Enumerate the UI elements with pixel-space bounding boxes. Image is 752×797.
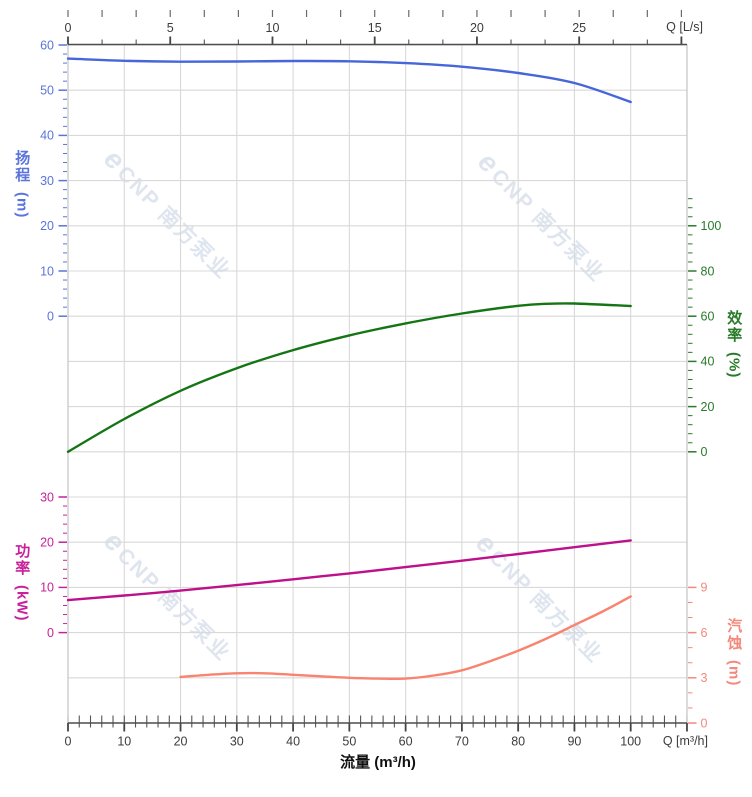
head-tick-label: 50 [40, 84, 54, 98]
power-tick-label: 0 [47, 626, 54, 640]
head-tick-label: 10 [40, 264, 54, 278]
head-tick-label: 40 [40, 129, 54, 143]
top-axis-tick-label: 5 [167, 21, 174, 35]
head-tick-label: 60 [40, 38, 54, 52]
efficiency-tick-label: 20 [701, 400, 715, 414]
efficiency-tick-label: 80 [701, 264, 715, 278]
power-curve [66, 539, 632, 602]
power-tick-label: 30 [40, 490, 54, 504]
bottom-axis-tick-label: 50 [342, 735, 356, 749]
top-axis-tick-label: 20 [470, 21, 484, 35]
head-tick-label: 20 [40, 219, 54, 233]
efficiency-tick-label: 0 [701, 445, 708, 459]
efficiency-curve [66, 302, 632, 453]
head-tick-label: 30 [40, 174, 54, 188]
bottom-axis-tick-label: 80 [511, 735, 525, 749]
head-tick-label: 0 [47, 310, 54, 324]
efficiency-axis-title-text: 效率 [725, 310, 743, 344]
power-tick-label: 20 [40, 536, 54, 550]
npsh-axis-unit: (m) [725, 660, 743, 687]
bottom-axis-tick-label: 10 [117, 735, 131, 749]
bottom-axis-tick-label: 100 [620, 735, 641, 749]
bottom-axis-tick-label: 70 [455, 735, 469, 749]
efficiency-axis-unit: (%) [725, 352, 743, 379]
top-axis-tick-label: 0 [65, 21, 72, 35]
head-axis-title: 扬程 (m) [13, 150, 30, 218]
npsh-tick-label: 0 [701, 716, 708, 730]
power-axis-title-text: 功率 [13, 543, 31, 577]
npsh-tick-label: 6 [701, 626, 708, 640]
bottom-axis-tick-label: 0 [65, 735, 72, 749]
npsh-curve [179, 595, 632, 681]
bottom-axis-tick-label: 40 [286, 735, 300, 749]
bottom-axis-tick-label: 30 [230, 735, 244, 749]
power-tick-label: 10 [40, 581, 54, 595]
efficiency-tick-label: 40 [701, 355, 715, 369]
efficiency-tick-label: 60 [701, 310, 715, 324]
npsh-tick-label: 9 [701, 581, 708, 595]
head-curve [66, 57, 632, 104]
top-axis-tick-label: 10 [266, 21, 280, 35]
top-axis-tick-label: 25 [572, 21, 586, 35]
efficiency-axis-title: 效率 (%) [725, 310, 742, 378]
top-axis-unit-label: Q [L/s] [666, 20, 703, 34]
bottom-axis-tick-label: 90 [567, 735, 581, 749]
bottom-axis-tick-label: 60 [399, 735, 413, 749]
power-axis-title: 功率 (kW) [13, 543, 30, 622]
head-axis-unit: (m) [13, 192, 31, 219]
efficiency-tick-label: 100 [701, 219, 722, 233]
npsh-axis-title: 汽蚀 (m) [725, 618, 742, 686]
top-axis-tick-label: 15 [368, 21, 382, 35]
head-axis-title-text: 扬程 [13, 150, 31, 184]
npsh-tick-label: 3 [701, 671, 708, 685]
power-axis-unit: (kW) [13, 585, 31, 622]
flow-axis-title: 流量 (m³/h) [340, 754, 416, 771]
npsh-axis-title-text: 汽蚀 [725, 618, 743, 652]
bottom-axis-unit-label: Q [m³/h] [662, 734, 708, 748]
bottom-axis-tick-label: 20 [174, 735, 188, 749]
